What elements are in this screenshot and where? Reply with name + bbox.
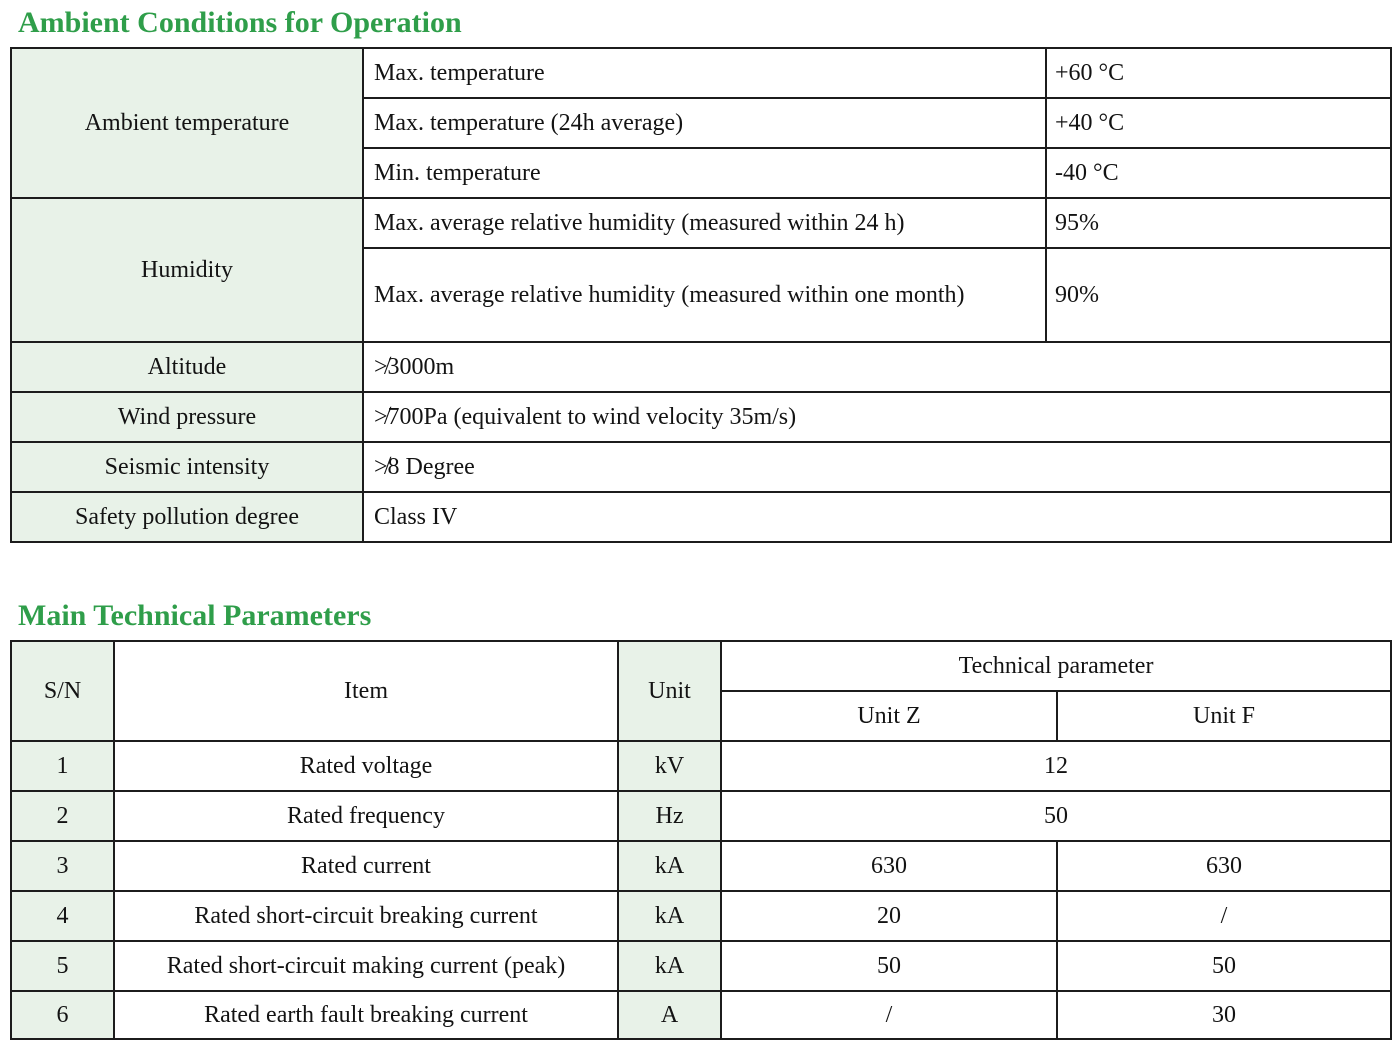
header-unit-f: Unit F — [1055, 690, 1393, 742]
row-unit: A — [617, 990, 722, 1040]
row-value-unit-f: / — [1055, 890, 1393, 942]
main-technical-parameters-table: S/N Item Unit Technical parameter Unit Z… — [10, 640, 1393, 1040]
safety-pollution-degree-value: Class IV — [362, 491, 1392, 543]
row-value-unit-z: 50 — [720, 940, 1058, 992]
altitude-label: Altitude — [10, 341, 364, 393]
humidity-month-value: 90% — [1045, 247, 1392, 343]
main-technical-parameters-title: Main Technical Parameters — [18, 599, 372, 632]
row-item: Rated short-circuit breaking current — [113, 890, 619, 942]
table-row: Max. average relative humidity (measured… — [11, 247, 1392, 343]
row-unit: kA — [617, 840, 722, 892]
row-sn: 3 — [10, 840, 115, 892]
row-unit: Hz — [617, 790, 722, 842]
table-row: Min. temperature -40 °C — [11, 147, 1392, 199]
row-value-merged: 50 — [719, 790, 1393, 842]
row-value-unit-z: 20 — [720, 890, 1058, 942]
row-value-merged: 12 — [719, 740, 1393, 792]
altitude-value: ≯3000m — [362, 341, 1392, 393]
min-temperature-label: Min. temperature — [362, 147, 1047, 199]
header-technical-parameter: Technical parameter — [719, 640, 1393, 692]
header-sn: S/N — [10, 640, 115, 742]
row-sn: 2 — [10, 790, 115, 842]
row-item: Rated frequency — [113, 790, 619, 842]
ambient-temperature-group-label: Ambient temperature — [10, 47, 364, 199]
table-row: 3 Rated current kA 630 630 — [10, 840, 1393, 892]
row-unit: kA — [617, 940, 722, 992]
humidity-24h-value: 95% — [1045, 197, 1392, 249]
row-value-unit-f: 50 — [1055, 940, 1393, 992]
row-unit: kV — [617, 740, 722, 792]
row-sn: 6 — [10, 990, 115, 1040]
table-row: 5 Rated short-circuit making current (pe… — [10, 940, 1393, 992]
table-row: Wind pressure ≯700Pa (equivalent to wind… — [10, 391, 1392, 443]
header-item: Item — [113, 640, 619, 742]
wind-pressure-value: ≯700Pa (equivalent to wind velocity 35m/… — [362, 391, 1392, 443]
header-unit-z: Unit Z — [720, 690, 1058, 742]
ambient-conditions-title: Ambient Conditions for Operation — [18, 6, 462, 39]
table-row: Safety pollution degree Class IV — [10, 491, 1392, 543]
row-value-unit-z: 630 — [720, 840, 1058, 892]
humidity-month-label: Max. average relative humidity (measured… — [362, 247, 1047, 343]
row-sn: 5 — [10, 940, 115, 992]
seismic-intensity-label: Seismic intensity — [10, 441, 364, 493]
table-row: 6 Rated earth fault breaking current A /… — [10, 990, 1393, 1040]
row-unit: kA — [617, 890, 722, 942]
max-temperature-24h-value: +40 °C — [1045, 97, 1392, 149]
datasheet-page: Ambient Conditions for Operation Ambient… — [10, 6, 1393, 1040]
row-value-unit-f: 630 — [1055, 840, 1393, 892]
table-row: 4 Rated short-circuit breaking current k… — [10, 890, 1393, 942]
row-sn: 1 — [10, 740, 115, 792]
max-temperature-24h-label: Max. temperature (24h average) — [362, 97, 1047, 149]
seismic-intensity-value: ≯8 Degree — [362, 441, 1392, 493]
row-item: Rated current — [113, 840, 619, 892]
table-row: 2 Rated frequency Hz 50 — [10, 790, 1393, 842]
table-row: Altitude ≯3000m — [10, 341, 1392, 393]
table-header-row: S/N Item Unit Technical parameter — [10, 640, 1393, 742]
row-sn: 4 — [10, 890, 115, 942]
ambient-conditions-table: Ambient temperature Max. temperature +60… — [10, 47, 1392, 543]
table-row: Ambient temperature Max. temperature +60… — [10, 47, 1392, 199]
table-row: Humidity Max. average relative humidity … — [10, 197, 1392, 343]
row-item: Rated voltage — [113, 740, 619, 792]
max-temperature-label: Max. temperature — [362, 47, 1047, 99]
humidity-group-label: Humidity — [10, 197, 364, 343]
row-value-unit-f: 30 — [1055, 990, 1393, 1040]
humidity-24h-label: Max. average relative humidity (measured… — [362, 197, 1047, 249]
wind-pressure-label: Wind pressure — [10, 391, 364, 443]
row-item: Rated short-circuit making current (peak… — [113, 940, 619, 992]
table-header-row: Unit Z Unit F — [11, 690, 1393, 742]
header-unit: Unit — [617, 640, 722, 742]
min-temperature-value: -40 °C — [1045, 147, 1392, 199]
row-value-unit-z: / — [720, 990, 1058, 1040]
max-temperature-value: +60 °C — [1045, 47, 1392, 99]
row-item: Rated earth fault breaking current — [113, 990, 619, 1040]
table-row: Seismic intensity ≯8 Degree — [10, 441, 1392, 493]
table-row: 1 Rated voltage kV 12 — [10, 740, 1393, 792]
table-row: Max. temperature (24h average) +40 °C — [11, 97, 1392, 149]
safety-pollution-degree-label: Safety pollution degree — [10, 491, 364, 543]
